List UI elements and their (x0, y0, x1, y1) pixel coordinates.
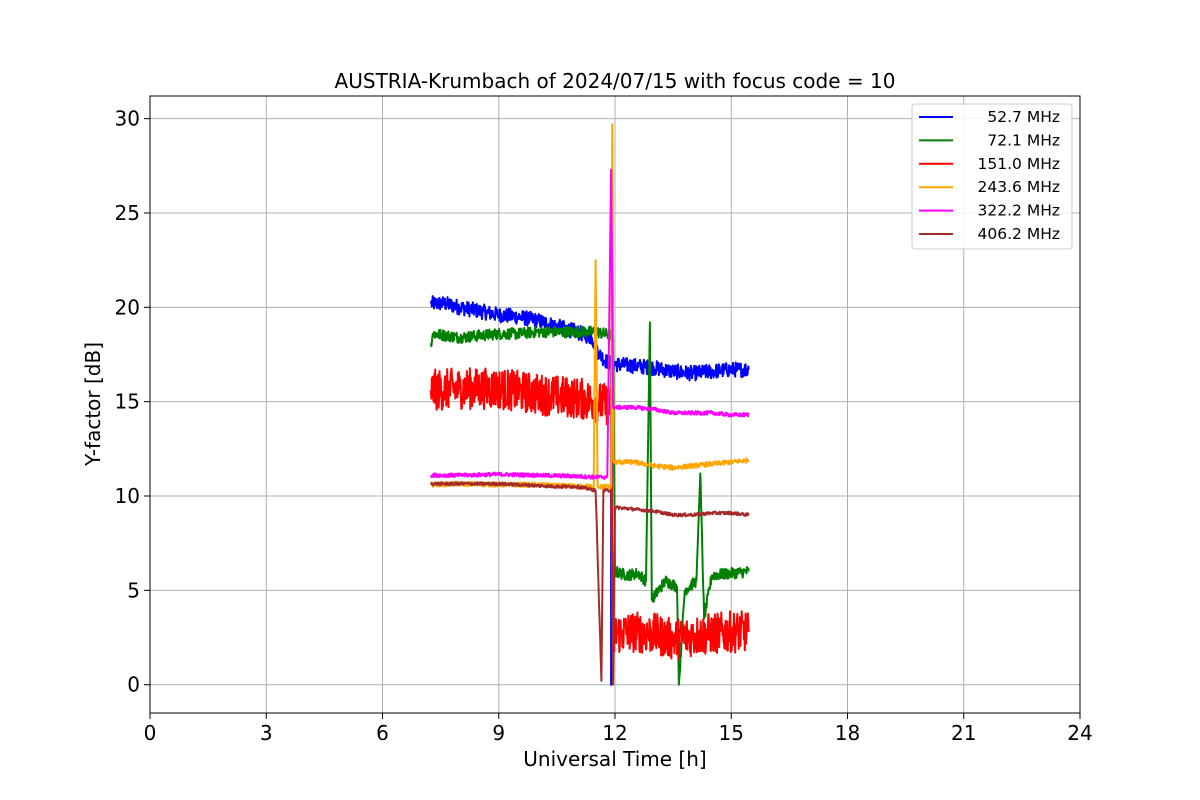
x-tick-label: 0 (144, 721, 157, 745)
legend-label: 151.0 MHz (978, 155, 1060, 173)
y-tick-label: 5 (127, 578, 140, 602)
chart-title: AUSTRIA-Krumbach of 2024/07/15 with focu… (335, 69, 896, 93)
x-tick-label: 18 (835, 721, 860, 745)
x-tick-label: 15 (719, 721, 744, 745)
series-line (429, 321, 750, 686)
x-tick-label: 21 (951, 721, 976, 745)
legend-label: 72.1 MHz (987, 131, 1060, 149)
series-line (430, 481, 750, 686)
y-tick-label: 25 (115, 201, 140, 225)
y-tick-label: 20 (115, 295, 140, 319)
legend: 52.7 MHz 72.1 MHz 151.0 MHz 243.6 MHz 322.2… (911, 103, 1073, 250)
series-line (429, 168, 750, 480)
legend-label: 406.2 MHz (978, 225, 1060, 243)
y-ticks: 0 5 10 15 20 25 30 (115, 107, 150, 697)
series-layer (429, 123, 750, 686)
series-line (429, 367, 750, 660)
x-tick-label: 24 (1067, 721, 1092, 745)
x-axis-label: Universal Time [h] (523, 747, 706, 771)
legend-label: 322.2 MHz (978, 202, 1060, 220)
y-tick-label: 10 (115, 484, 140, 508)
x-tick-label: 12 (602, 721, 627, 745)
y-tick-label: 15 (115, 390, 140, 414)
y-axis-label: Y-factor [dB] (81, 342, 105, 467)
legend-label: 243.6 MHz (978, 178, 1060, 196)
y-tick-label: 30 (115, 107, 140, 131)
x-tick-label: 9 (492, 721, 505, 745)
x-ticks: 0 3 6 9 12 15 18 21 24 (144, 713, 1093, 745)
legend-label: 52.7 MHz (987, 108, 1060, 126)
x-tick-label: 3 (260, 721, 273, 745)
series-line (429, 295, 750, 686)
y-tick-label: 0 (127, 673, 140, 697)
x-tick-label: 6 (376, 721, 389, 745)
